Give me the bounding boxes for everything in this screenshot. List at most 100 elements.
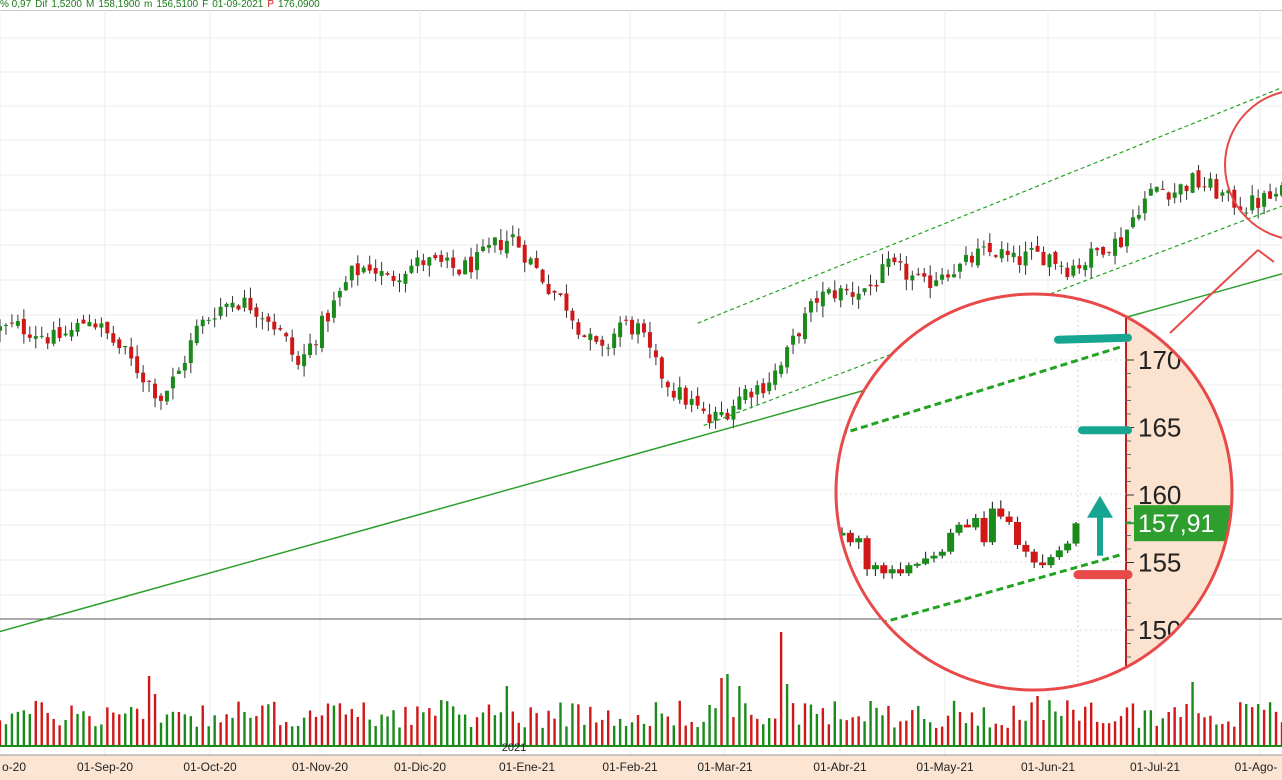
inset-border-circle: [834, 292, 1234, 692]
candle-body: [1226, 190, 1231, 194]
candle-body: [993, 255, 998, 257]
candle-body: [457, 269, 462, 275]
volume-bar: [595, 722, 598, 746]
candle-body: [701, 408, 706, 411]
volume-bar: [410, 724, 413, 746]
volume-bar: [16, 711, 20, 746]
candle-body: [725, 412, 730, 420]
candle-body: [1202, 186, 1207, 188]
volume-bar: [732, 717, 735, 746]
volume-bar: [547, 710, 550, 746]
volume-bar: [1197, 713, 1200, 746]
inset-candles: [838, 500, 1080, 579]
volume-bar: [404, 706, 407, 746]
candle-body: [510, 234, 515, 238]
candle-body: [230, 302, 235, 308]
candle-body: [677, 387, 682, 400]
volume-bar: [320, 715, 324, 746]
volume-bar: [571, 703, 574, 746]
candle-body: [1053, 251, 1058, 264]
candle-body: [1214, 179, 1219, 199]
date-tick-label: 01-Jul-21: [1130, 760, 1180, 774]
volume-bars: [0, 632, 1282, 746]
candle-body: [427, 257, 432, 266]
date-tick-label: o-20: [2, 760, 26, 774]
volume-bar: [338, 703, 342, 746]
candle-body: [624, 319, 629, 321]
volume-bar: [302, 717, 306, 746]
candle-body: [1208, 178, 1213, 188]
candle-body: [862, 288, 867, 293]
date-tick-label: 01-Mar-21: [697, 760, 753, 774]
candle-body: [612, 333, 617, 349]
volume-bar: [1018, 719, 1021, 746]
candle-body: [808, 301, 813, 313]
inset-channel-lower: [879, 552, 1123, 625]
volume-bar: [88, 716, 91, 746]
volume-bar: [851, 717, 854, 746]
candle-body: [802, 313, 807, 339]
date-tick-label: 01-May-21: [916, 760, 974, 774]
candle-body: [1041, 251, 1046, 266]
trendline-channel-upper[interactable]: [697, 87, 1282, 324]
volume-bar: [314, 716, 318, 746]
volume-bar: [1095, 721, 1099, 746]
candle-body: [409, 265, 414, 273]
volume-bar: [1030, 702, 1033, 746]
volume-bar: [159, 722, 163, 746]
inset-price-tick-label: 165: [1138, 413, 1181, 443]
inset-candle-body: [972, 517, 980, 528]
volume-bar: [1131, 703, 1135, 746]
candle-body: [105, 321, 110, 334]
volume-bar: [779, 632, 783, 746]
current-price-label: 157,91: [1138, 510, 1214, 538]
volume-bar: [845, 720, 848, 746]
volume-bar: [1280, 722, 1282, 746]
volume-bar: [773, 718, 777, 746]
volume-bar: [958, 711, 962, 746]
candle-body: [999, 249, 1004, 259]
volume-bar: [76, 713, 79, 746]
volume-bar: [696, 727, 699, 746]
volume-bar: [1042, 720, 1045, 746]
callout: [1169, 91, 1282, 334]
candle-body: [397, 280, 402, 283]
candle-body: [641, 323, 646, 333]
candle-body: [463, 260, 468, 275]
candle-body: [546, 283, 551, 294]
candle-body: [415, 257, 420, 267]
candle-body: [576, 322, 581, 335]
candle-body: [797, 333, 802, 337]
volume-bar: [1250, 707, 1254, 746]
candle-body: [1142, 198, 1147, 214]
volume-bar: [559, 702, 562, 746]
volume-bar: [636, 714, 640, 746]
candle-body: [761, 383, 766, 394]
volume-bar: [135, 708, 139, 746]
candle-body: [683, 387, 688, 405]
volume-bar: [10, 713, 14, 746]
candle-body: [1023, 251, 1028, 266]
info-field: % 0,97: [0, 0, 32, 10]
volume-bar: [290, 726, 294, 746]
volume-bar: [422, 712, 425, 746]
volume-bar: [1048, 700, 1051, 746]
candle-body: [170, 376, 175, 389]
volume-bar: [106, 707, 109, 746]
volume-bar: [296, 725, 300, 746]
candle-body: [1268, 191, 1273, 199]
volume-bar: [124, 713, 127, 746]
candle-body: [528, 258, 533, 265]
volume-bar: [815, 713, 819, 746]
volume-bar: [207, 726, 210, 746]
volume-bar: [1066, 700, 1069, 746]
volume-bar: [481, 712, 485, 746]
candle-body: [1124, 229, 1129, 247]
candle-body: [606, 347, 611, 349]
candle-body: [981, 246, 986, 248]
volume-bar: [141, 718, 145, 746]
candle-body: [969, 255, 974, 263]
volume-bar: [129, 706, 133, 746]
